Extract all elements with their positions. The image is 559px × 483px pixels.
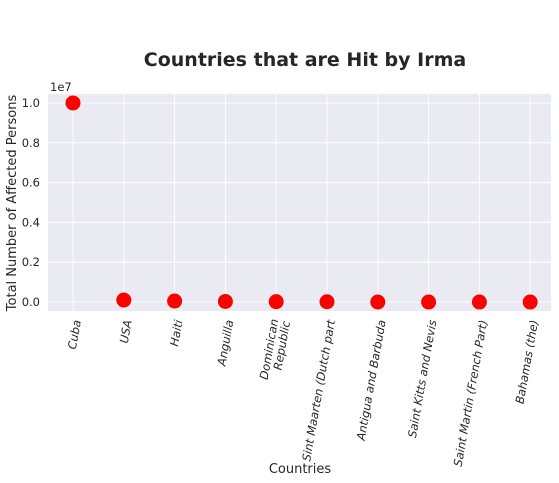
data-point [217, 293, 233, 309]
x-tick-label: Saint Kitts and Nevis [405, 319, 440, 439]
x-axis-label: Countries [269, 462, 332, 477]
x-tick-label: Bahamas (the) [513, 319, 542, 405]
data-point [167, 293, 183, 309]
data-point [522, 294, 538, 310]
x-tick-label: Haiti [167, 318, 186, 347]
x-tick-label: Anguilla [214, 319, 236, 368]
data-point [268, 294, 284, 310]
data-point [116, 292, 132, 308]
x-axis-ticks: Cuba USA Haiti Anguilla DominicanRepublic Sin… [65, 317, 542, 468]
y-tick-label: 1.0 [22, 96, 40, 110]
data-point [319, 294, 335, 310]
data-points [65, 95, 538, 310]
data-point [65, 95, 81, 111]
y-tick-label: 0.0 [22, 295, 40, 309]
plot-area [48, 94, 551, 311]
y-tick-label: 0.2 [22, 255, 40, 269]
x-tick-label: Sint Maarten (Dutch part [299, 318, 338, 462]
x-tick-label: Saint Martin (French Part) [451, 319, 491, 468]
chart-title: Countries that are Hit by Irma [144, 49, 466, 71]
y-axis-ticks: 0.0 0.2 0.4 0.6 0.8 1.0 [22, 96, 40, 309]
x-tick-label: USA [117, 319, 135, 345]
data-point [421, 294, 437, 310]
y-tick-label: 0.4 [22, 215, 40, 229]
y-tick-label: 0.6 [22, 176, 40, 190]
y-axis-offset-label: 1e7 [50, 80, 72, 94]
x-tick-label: DominicanRepublic [257, 317, 293, 383]
grid [48, 94, 551, 311]
x-tick-label: Antigua and Barbuda [354, 319, 389, 443]
x-tick-label: Cuba [65, 319, 84, 351]
data-point [370, 294, 386, 310]
data-point [471, 294, 487, 310]
y-axis-label: Total Number of Affected Persons [5, 95, 20, 313]
y-tick-label: 0.8 [22, 136, 40, 150]
